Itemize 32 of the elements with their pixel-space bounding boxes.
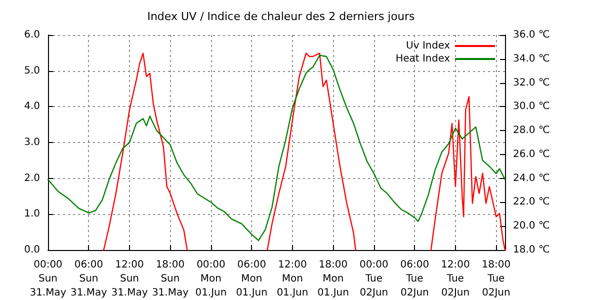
- y-tick-label: 2.0: [24, 172, 40, 184]
- y2-tick-label: 28.0 ℃: [513, 125, 550, 136]
- x-tick-label: 00:00 Sun 31.May: [30, 260, 66, 298]
- x-tick-label: 18:00 Mon 01.Jun: [317, 260, 349, 298]
- y2-tick-label: 30.0 ℃: [513, 101, 550, 112]
- y-tick-label: 4.0: [24, 101, 40, 112]
- y2-tick-label: 22.0 ℃: [513, 196, 550, 208]
- x-tick-label: 18:00 Tue 02Jun: [482, 260, 511, 298]
- x-tick-label: 06:00 Tue 02Jun: [400, 260, 430, 298]
- x-tick-label: 12:00 Sun 31.May: [111, 260, 148, 298]
- y2-tick-label: 32.0 ℃: [513, 77, 550, 88]
- y2-tick-label: 36.0 ℃: [513, 30, 550, 40]
- x-tick-label: 18:00 Sun 31.May: [152, 260, 189, 298]
- y2-tick-label: 24.0 ℃: [513, 172, 550, 184]
- chart-title: Index UV / Indice de chaleur des 2 derniers jours: [147, 10, 416, 23]
- y-tick-label: 6.0: [24, 30, 40, 40]
- y-tick-label: 1.0: [24, 208, 40, 220]
- x-tick-label: 06:00 Sun 31.May: [70, 260, 108, 298]
- y-tick-label: 5.0: [24, 65, 40, 76]
- y2-tick-label: 26.0 ℃: [513, 148, 550, 160]
- x-tick-label: 12:00 Mon 01.Jun: [276, 260, 308, 298]
- legend-label: Heat Index: [396, 54, 450, 64]
- y2-tick-label: 34.0 ℃: [513, 53, 550, 64]
- y2-tick-label: 18.0 ℃: [513, 244, 550, 256]
- legend-label: Uv Index: [406, 40, 450, 52]
- y2-tick-label: 20.0 ℃: [513, 220, 550, 232]
- y-tick-label: 3.0: [24, 137, 40, 148]
- x-tick-label: 00:00 Mon 01.Jun: [195, 260, 227, 298]
- x-tick-label: 12:00 Tue 02Jun: [441, 260, 470, 298]
- x-tick-label: 06:00 Mon 01.Jun: [236, 260, 268, 298]
- x-tick-label: 00:00 Tue 02Jun: [360, 260, 388, 298]
- y-tick-label: 0.0: [24, 244, 40, 256]
